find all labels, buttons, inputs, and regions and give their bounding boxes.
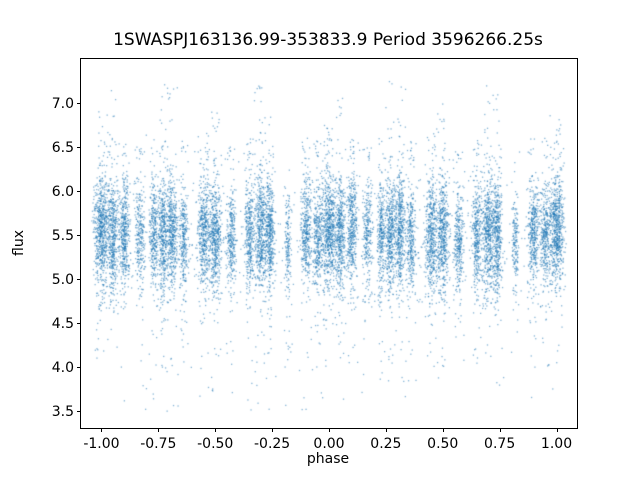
y-tick-label: 7.0 <box>51 95 74 112</box>
y-tick <box>77 323 81 325</box>
scatter-points-canvas <box>81 59 577 428</box>
y-tick-label: 4.0 <box>51 359 74 376</box>
x-tick-label: 1.00 <box>540 436 573 452</box>
x-tick <box>442 428 444 432</box>
y-tick <box>77 411 81 413</box>
y-tick <box>77 279 81 281</box>
x-tick <box>158 428 160 432</box>
x-tick <box>385 428 387 432</box>
x-tick-label: -0.75 <box>140 436 177 452</box>
y-tick <box>77 147 81 149</box>
y-tick <box>77 191 81 193</box>
y-tick-label: 5.5 <box>51 227 74 244</box>
y-tick-label: 4.5 <box>51 315 74 332</box>
x-axis-label: phase <box>306 451 350 467</box>
x-tick-label: 0.75 <box>484 436 516 452</box>
y-tick-label: 5.0 <box>51 271 74 288</box>
plot-area: -1.00 -0.75 -0.50 -0.25 0.00 0.25 0.50 0.75 1.00… <box>52 58 578 452</box>
y-tick-label: 6.5 <box>51 139 74 156</box>
x-tick-label: -1.00 <box>83 436 120 452</box>
y-tick <box>77 367 81 369</box>
x-tick-label: -0.50 <box>197 436 234 452</box>
y-tick-label: 3.5 <box>51 403 74 420</box>
x-tick-label: -0.25 <box>253 436 291 452</box>
x-tick-label: 0.50 <box>427 436 459 452</box>
chart-title: 1SWASPJ163136.99-353833.9 Period 3596266… <box>113 30 543 50</box>
x-tick <box>556 428 558 432</box>
y-axis-label: flux <box>11 230 27 256</box>
y-tick-label: 6.0 <box>51 183 74 200</box>
x-tick-label: 0.00 <box>313 436 345 452</box>
x-tick <box>499 428 501 432</box>
x-tick <box>215 428 217 432</box>
x-tick <box>101 428 103 432</box>
x-tick-label: 0.25 <box>370 436 402 452</box>
x-tick <box>272 428 274 432</box>
x-tick <box>329 428 330 432</box>
y-tick <box>77 235 81 237</box>
y-tick <box>77 103 81 105</box>
